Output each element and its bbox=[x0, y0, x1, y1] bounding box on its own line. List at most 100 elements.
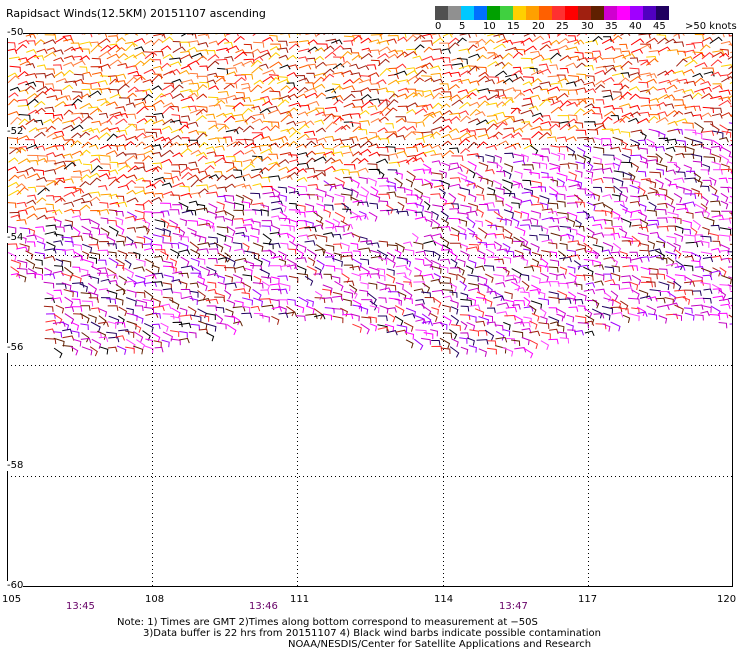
wind-barb bbox=[657, 202, 668, 209]
wind-barb bbox=[70, 42, 81, 49]
wind-barb bbox=[109, 111, 123, 117]
wind-barb bbox=[195, 151, 207, 157]
wind-barb bbox=[522, 66, 535, 73]
wind-barb bbox=[667, 120, 678, 126]
wind-barb bbox=[612, 94, 625, 101]
wind-barb bbox=[251, 252, 260, 260]
wind-barb bbox=[179, 54, 193, 60]
wind-barb bbox=[630, 154, 643, 161]
wind-barb bbox=[387, 34, 400, 41]
wind-barb bbox=[91, 307, 101, 313]
wind-barb bbox=[307, 234, 318, 240]
wind-barb bbox=[649, 171, 662, 178]
wind-barb bbox=[720, 40, 733, 47]
wind-barb bbox=[325, 244, 335, 252]
wind-barb bbox=[279, 283, 291, 292]
wind-barb bbox=[70, 321, 80, 331]
wind-barb bbox=[262, 233, 272, 245]
wind-barb bbox=[478, 176, 489, 185]
wind-barb bbox=[7, 202, 17, 209]
wind-barb bbox=[397, 291, 407, 301]
wind-barb bbox=[466, 321, 476, 331]
wind-barb bbox=[287, 298, 296, 306]
wind-barb bbox=[710, 224, 721, 231]
wind-barb bbox=[504, 250, 515, 257]
wind-barb bbox=[134, 186, 145, 193]
wind-barb bbox=[613, 65, 624, 71]
wind-barb bbox=[33, 273, 43, 280]
wind-barb bbox=[15, 183, 26, 189]
wind-barb bbox=[467, 160, 477, 171]
wind-barb bbox=[639, 72, 653, 78]
wind-barb bbox=[199, 314, 210, 322]
wind-barb bbox=[171, 164, 181, 170]
wind-barb bbox=[448, 183, 462, 190]
wind-barb bbox=[170, 248, 180, 259]
wind-barb bbox=[43, 281, 55, 289]
wind-barb bbox=[63, 38, 75, 44]
wind-barb bbox=[460, 320, 468, 331]
wind-barb bbox=[343, 264, 354, 271]
wind-barb bbox=[475, 155, 484, 162]
wind-barb bbox=[34, 234, 45, 245]
wind-barb bbox=[610, 115, 620, 121]
wind-barb bbox=[133, 51, 146, 58]
wind-barb bbox=[539, 281, 552, 287]
wind-barb bbox=[267, 105, 279, 112]
legend-tick: 10 bbox=[483, 21, 496, 32]
wind-barb bbox=[225, 308, 234, 317]
lon-label: 111 bbox=[290, 594, 310, 605]
wind-barb bbox=[521, 280, 530, 291]
wind-barb bbox=[719, 267, 727, 277]
wind-barb bbox=[414, 203, 425, 212]
wind-barb bbox=[556, 273, 566, 279]
wind-barb bbox=[557, 44, 570, 50]
wind-barb bbox=[34, 267, 43, 274]
wind-barb bbox=[53, 218, 62, 227]
wind-barb bbox=[478, 227, 488, 239]
wind-barb bbox=[421, 195, 431, 203]
wind-barb bbox=[647, 240, 656, 249]
wind-barb bbox=[144, 118, 155, 125]
legend-swatch bbox=[539, 6, 552, 20]
wind-barb bbox=[352, 77, 364, 84]
wind-barb bbox=[99, 202, 109, 209]
wind-barb bbox=[719, 33, 731, 36]
wind-barb bbox=[468, 53, 481, 59]
wind-barb bbox=[53, 57, 64, 63]
wind-barb bbox=[249, 155, 262, 164]
wind-barb bbox=[701, 195, 709, 206]
legend-swatch bbox=[604, 6, 617, 20]
wind-barb bbox=[172, 182, 186, 188]
wind-barb bbox=[36, 86, 49, 93]
wind-barb bbox=[188, 331, 197, 339]
wind-barb bbox=[267, 121, 280, 128]
wind-barb bbox=[584, 330, 595, 336]
wind-barb bbox=[162, 70, 176, 76]
wind-barb bbox=[585, 57, 598, 63]
wind-barb bbox=[160, 45, 172, 51]
wind-barb bbox=[483, 283, 493, 295]
wind-barb bbox=[26, 54, 40, 62]
wind-barb bbox=[225, 217, 234, 226]
wind-barb bbox=[567, 329, 577, 336]
wind-barb bbox=[639, 219, 649, 229]
wind-barb bbox=[501, 52, 513, 60]
wind-barb bbox=[603, 177, 614, 184]
wind-barb bbox=[656, 34, 667, 41]
wind-barb bbox=[532, 35, 545, 43]
wind-barb bbox=[82, 243, 93, 253]
wind-barb bbox=[79, 283, 88, 292]
wind-barb bbox=[484, 314, 493, 322]
wind-barb bbox=[538, 63, 549, 69]
wind-barb bbox=[171, 307, 181, 318]
wind-barb bbox=[108, 225, 119, 237]
wind-barb bbox=[370, 186, 379, 196]
wind-barb bbox=[433, 48, 443, 54]
wind-barb bbox=[107, 321, 117, 329]
legend-swatch bbox=[656, 6, 669, 20]
wind-barb bbox=[701, 112, 712, 118]
wind-barb bbox=[98, 240, 110, 247]
wind-barb bbox=[63, 289, 74, 298]
wind-barb bbox=[118, 306, 128, 317]
